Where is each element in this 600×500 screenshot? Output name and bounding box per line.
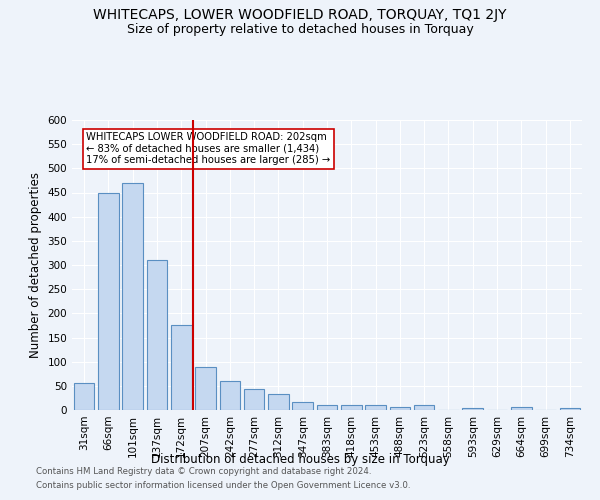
Bar xyxy=(74,384,94,410)
Bar xyxy=(463,408,483,410)
Bar xyxy=(146,260,167,410)
Bar xyxy=(414,405,434,410)
Bar xyxy=(560,408,580,410)
Text: Contains HM Land Registry data © Crown copyright and database right 2024.: Contains HM Land Registry data © Crown c… xyxy=(36,467,371,476)
Bar xyxy=(341,405,362,410)
Bar xyxy=(98,192,119,410)
Bar xyxy=(268,394,289,410)
Text: Contains public sector information licensed under the Open Government Licence v3: Contains public sector information licen… xyxy=(36,481,410,490)
Text: Distribution of detached houses by size in Torquay: Distribution of detached houses by size … xyxy=(151,452,449,466)
Text: Size of property relative to detached houses in Torquay: Size of property relative to detached ho… xyxy=(127,22,473,36)
Text: WHITECAPS LOWER WOODFIELD ROAD: 202sqm
← 83% of detached houses are smaller (1,4: WHITECAPS LOWER WOODFIELD ROAD: 202sqm ←… xyxy=(86,132,331,166)
Text: WHITECAPS, LOWER WOODFIELD ROAD, TORQUAY, TQ1 2JY: WHITECAPS, LOWER WOODFIELD ROAD, TORQUAY… xyxy=(93,8,507,22)
Y-axis label: Number of detached properties: Number of detached properties xyxy=(29,172,42,358)
Bar xyxy=(122,183,143,410)
Bar xyxy=(292,402,313,410)
Bar xyxy=(171,326,191,410)
Bar xyxy=(244,389,265,410)
Bar xyxy=(389,406,410,410)
Bar xyxy=(365,405,386,410)
Bar xyxy=(195,366,216,410)
Bar xyxy=(511,406,532,410)
Bar xyxy=(220,381,240,410)
Bar xyxy=(317,405,337,410)
